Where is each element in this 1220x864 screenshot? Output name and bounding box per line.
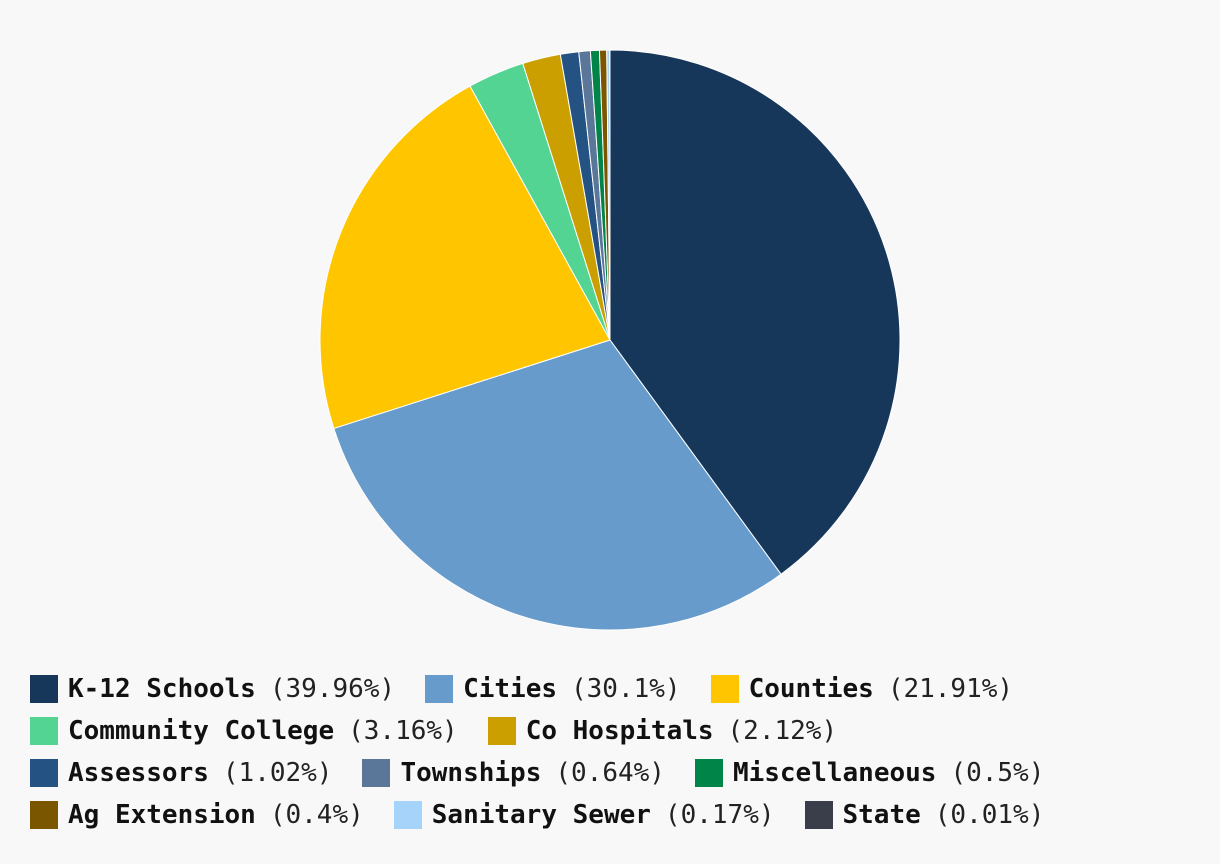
legend-row: Community College (3.16%) Co Hospitals (2.1… <box>30 710 1200 752</box>
legend-item-co-hospitals[interactable]: Co Hospitals (2.12%) <box>487 716 838 746</box>
legend-percentage: (0.64%) <box>555 758 665 788</box>
legend-swatch <box>425 675 454 703</box>
legend-swatch <box>30 801 58 829</box>
legend-item-miscellaneous[interactable]: Miscellaneous (0.5%) <box>694 758 1045 788</box>
legend-percentage: (0.5%) <box>950 758 1045 788</box>
legend-swatch <box>710 675 739 703</box>
legend: K-12 Schools (39.96%) Cities (30.1%) Countie… <box>30 668 1200 836</box>
legend-item-townships[interactable]: Townships (0.64%) <box>362 758 665 788</box>
legend-row: K-12 Schools (39.96%) Cities (30.1%) Countie… <box>30 668 1200 710</box>
legend-label: Community College <box>68 716 335 746</box>
legend-percentage: (1.02%) <box>222 758 333 788</box>
legend-swatch <box>487 717 516 745</box>
pie-chart-plot <box>319 49 901 631</box>
legend-swatch <box>30 717 58 745</box>
legend-swatch <box>30 759 58 787</box>
legend-label: Sanitary Sewer <box>431 800 651 830</box>
legend-label: Miscellaneous <box>732 758 937 788</box>
legend-label: State <box>842 800 921 830</box>
legend-percentage: (0.01%) <box>934 800 1045 830</box>
legend-label: Co Hospitals <box>525 716 714 746</box>
legend-percentage: (39.96%) <box>269 674 396 704</box>
legend-row: Ag Extension (0.4%) Sanitary Sewer (0.17%) S… <box>30 794 1200 836</box>
legend-row: Assessors (1.02%) Townships (0.64%) Miscella… <box>30 752 1200 794</box>
legend-label: Counties <box>748 674 874 704</box>
legend-item-counties[interactable]: Counties (21.91%) <box>710 674 1014 704</box>
legend-item-assessors[interactable]: Assessors (1.02%) <box>30 758 332 788</box>
legend-item-state[interactable]: State (0.01%) <box>804 800 1045 830</box>
legend-label: Assessors <box>68 758 209 788</box>
pie-slice-counties <box>319 85 611 430</box>
legend-percentage: (2.12%) <box>727 716 838 746</box>
legend-item-community-college[interactable]: Community College (3.16%) <box>30 716 458 746</box>
pie-slice-k-12-schools <box>609 49 901 575</box>
legend-swatch <box>804 801 833 829</box>
legend-percentage: (3.16%) <box>348 716 458 746</box>
legend-item-k-12-schools[interactable]: K-12 Schools (39.96%) <box>30 674 395 704</box>
pie-slice-cities <box>333 339 782 631</box>
legend-label: Cities <box>463 674 557 704</box>
legend-label: Townships <box>400 758 542 788</box>
legend-swatch <box>30 675 58 703</box>
legend-swatch <box>393 801 422 829</box>
legend-item-ag-extension[interactable]: Ag Extension (0.4%) <box>30 800 364 830</box>
legend-item-cities[interactable]: Cities (30.1%) <box>425 674 681 704</box>
legend-swatch <box>362 759 391 787</box>
legend-percentage: (30.1%) <box>571 674 681 704</box>
legend-item-sanitary-sewer[interactable]: Sanitary Sewer (0.17%) <box>393 800 775 830</box>
legend-swatch <box>694 759 723 787</box>
legend-percentage: (21.91%) <box>887 674 1014 704</box>
legend-percentage: (0.4%) <box>269 800 364 830</box>
legend-label: Ag Extension <box>68 800 256 830</box>
legend-percentage: (0.17%) <box>664 800 775 830</box>
legend-label: K-12 Schools <box>68 674 256 704</box>
